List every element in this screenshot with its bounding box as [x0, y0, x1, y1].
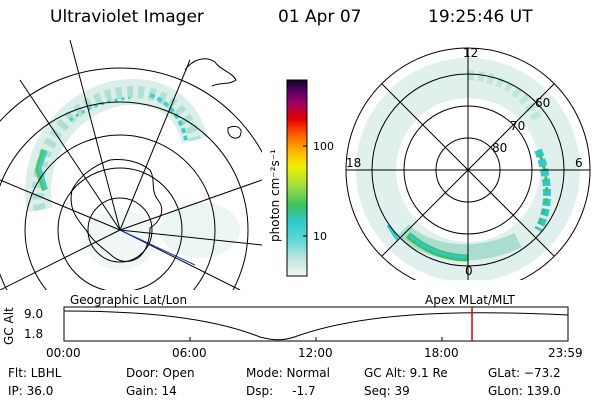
seq-info: Seq: 39: [364, 384, 410, 398]
mlt-label-18: 18: [346, 156, 362, 170]
colorbar: [286, 79, 308, 277]
australia-coastline: [184, 58, 237, 87]
mode-info: Mode: Normal: [246, 366, 330, 380]
time-label: 19:25:46 UT: [428, 7, 533, 27]
island-coastline: [227, 125, 242, 139]
latitude-grid: [0, 67, 262, 290]
altitude-timeline: [63, 306, 569, 342]
altitude-curve: [63, 310, 569, 341]
dsp-info: Dsp: -1.7: [246, 384, 316, 398]
colorbar-unit-label: photon cm⁻²s⁻¹: [268, 149, 282, 242]
colorbar-tick-10: 10: [313, 230, 327, 243]
antarctica-coastline: [70, 159, 163, 262]
gc-alt-info: GC Alt: 9.1 Re: [364, 366, 448, 380]
apex-polar-plot: [345, 47, 591, 280]
time-tick-0000: 00:00: [46, 346, 81, 360]
alt-tick-low: 1.8: [24, 327, 44, 341]
time-tick-1200: 12:00: [298, 346, 333, 360]
longitude-grid: [0, 40, 262, 290]
mlat-label-80: 80: [492, 141, 508, 155]
colorbar-scale: [286, 79, 308, 277]
mlt-label-12: 12: [463, 46, 479, 60]
mlt-label-0: 0: [465, 264, 473, 278]
colorbar-tick-100: 100: [313, 140, 334, 153]
date-label: 01 Apr 07: [278, 7, 362, 27]
instrument-title: Ultraviolet Imager: [50, 7, 204, 27]
mlat-label-60: 60: [535, 96, 551, 110]
time-tick-0600: 06:00: [172, 346, 207, 360]
geographic-map: [0, 40, 262, 290]
door-info: Door: Open: [126, 366, 195, 380]
filter-info: Flt: LBHL: [8, 366, 62, 380]
apex-label: Apex MLat/MLT: [425, 293, 515, 307]
alt-tick-high: 9.0: [24, 307, 44, 321]
aurora-oval-geo: [25, 79, 240, 270]
ip-info: IP: 36.0: [8, 384, 54, 398]
geographic-label: Geographic Lat/Lon: [70, 293, 188, 307]
gain-info: Gain: 14: [126, 384, 177, 398]
sun-direction-line: [119, 229, 196, 266]
apex-mlt-lines: [346, 48, 590, 280]
time-tick-1800: 18:00: [424, 346, 459, 360]
mlat-label-70: 70: [510, 119, 526, 133]
glat-info: GLat: −73.2: [488, 366, 561, 380]
time-tick-2359: 23:59: [548, 346, 583, 360]
gc-alt-axis-label: GC Alt: [2, 307, 16, 345]
glon-info: GLon: 139.0: [488, 384, 561, 398]
mlt-label-6: 6: [575, 156, 583, 170]
timeline-frame: [63, 306, 569, 342]
